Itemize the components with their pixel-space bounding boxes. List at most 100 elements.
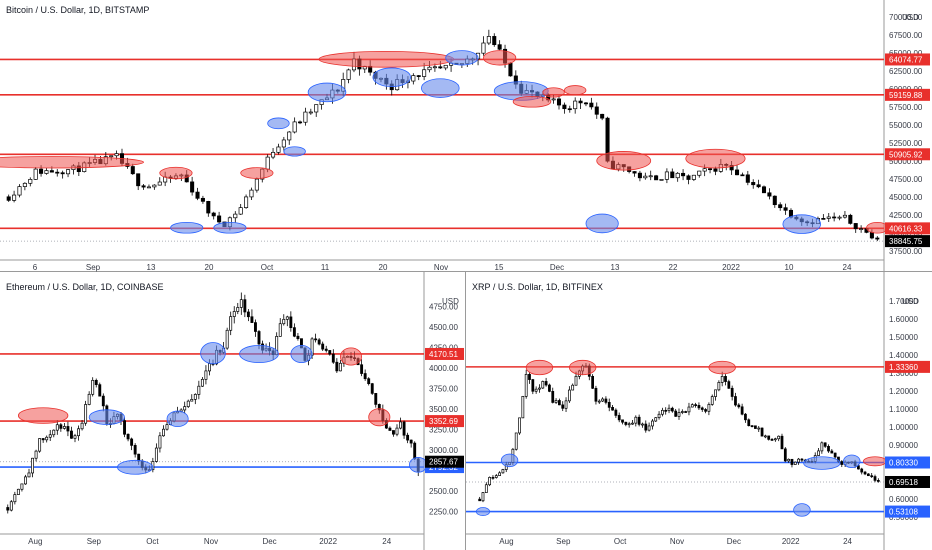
candle — [70, 430, 73, 439]
level-price-badge — [885, 222, 930, 235]
zone-ellipse-support — [290, 344, 313, 364]
candle — [604, 398, 608, 403]
zone-ellipse-support — [500, 453, 519, 468]
candle — [684, 411, 688, 413]
candle — [130, 438, 134, 446]
candle — [750, 425, 754, 428]
candle — [392, 430, 395, 435]
y-tick-label: 45000.00 — [889, 193, 923, 202]
candle — [562, 104, 567, 110]
candle — [38, 438, 42, 452]
candle — [109, 155, 114, 158]
level-price-badge — [885, 456, 930, 469]
candle — [62, 426, 66, 429]
candle — [597, 400, 601, 403]
chart-panel-eth[interactable]: Ethereum / U.S. Dollar, 1D, COINBASE 475… — [0, 272, 466, 550]
candle — [710, 396, 714, 405]
chart-panel-btc[interactable]: Bitcoin / U.S. Dollar, 1D, BITSTAMP 7000… — [0, 0, 932, 272]
candle — [823, 442, 827, 447]
candle — [859, 228, 864, 230]
candle — [335, 361, 339, 372]
candle — [745, 174, 750, 183]
candle — [594, 106, 599, 115]
zone-ellipse-resistance — [318, 50, 455, 68]
level-price-badge — [885, 505, 930, 518]
candle — [367, 378, 371, 385]
level-price-text: 0.53108 — [889, 508, 918, 517]
candle — [126, 433, 130, 440]
candle — [793, 461, 797, 465]
candle — [478, 498, 482, 502]
chart-panel-xrp[interactable]: XRP / U.S. Dollar, 1D, BITFINEX 1.70000 1… — [466, 272, 932, 550]
zone-ellipse-resistance — [0, 156, 144, 169]
zone-ellipse-support — [408, 457, 428, 473]
candle — [190, 398, 194, 402]
candle — [727, 381, 731, 389]
y-tick-label: 4750.00 — [429, 302, 458, 311]
candle — [800, 458, 804, 461]
x-tick-label: Aug — [499, 537, 513, 546]
y-tick-label: 0.90000 — [889, 441, 918, 450]
candle — [217, 215, 222, 223]
candle — [16, 488, 20, 495]
candle — [246, 311, 250, 318]
candle — [158, 435, 162, 449]
zone-ellipse-resistance — [708, 360, 736, 375]
candle — [740, 174, 745, 177]
candle — [866, 473, 870, 477]
zone-ellipse-support — [421, 78, 460, 98]
candle — [346, 69, 351, 80]
zone-ellipse-resistance — [685, 148, 746, 169]
candle — [541, 381, 545, 389]
candle — [573, 100, 578, 110]
candle — [667, 407, 671, 412]
candle — [670, 407, 674, 412]
candle — [654, 175, 659, 181]
candle — [165, 424, 169, 430]
candle — [292, 121, 297, 133]
candle — [783, 207, 788, 211]
candle — [84, 404, 88, 424]
candle — [200, 197, 205, 202]
level-price-badge — [885, 360, 930, 373]
zone-ellipse-support — [585, 213, 619, 234]
zone-ellipse-resistance — [483, 50, 517, 66]
last-price-badge — [885, 475, 930, 488]
y-tick-label: 52500.00 — [889, 139, 923, 148]
candle — [486, 36, 491, 44]
x-tick-label: Nov — [670, 537, 684, 546]
candle — [257, 331, 261, 345]
candle — [501, 469, 505, 474]
candle — [321, 343, 325, 350]
zone-ellipse-resistance — [240, 167, 274, 179]
candle — [484, 484, 488, 493]
candle — [98, 384, 102, 397]
candle — [714, 389, 717, 397]
zone-ellipse-support — [445, 50, 479, 66]
candle — [700, 407, 704, 410]
candle — [13, 494, 17, 503]
candle — [276, 146, 281, 153]
candle — [17, 186, 22, 196]
candle — [33, 168, 38, 180]
candle — [432, 66, 437, 69]
candle — [229, 316, 233, 331]
last-price-text: 38845.75 — [889, 237, 923, 246]
candle — [282, 318, 286, 325]
candle — [697, 405, 701, 409]
candle — [544, 381, 548, 386]
candle — [491, 477, 495, 479]
candle — [411, 75, 416, 82]
candle — [271, 151, 276, 158]
candle — [190, 181, 195, 193]
level-price-badge — [885, 53, 930, 66]
x-tick-label: Sep — [87, 537, 102, 546]
candle — [754, 425, 757, 429]
zone-ellipse-support — [267, 117, 290, 130]
candle — [508, 62, 513, 77]
candle — [314, 338, 318, 341]
candle — [48, 434, 52, 438]
candle — [250, 316, 254, 323]
candle — [406, 434, 410, 441]
zone-ellipse-resistance — [862, 456, 888, 467]
